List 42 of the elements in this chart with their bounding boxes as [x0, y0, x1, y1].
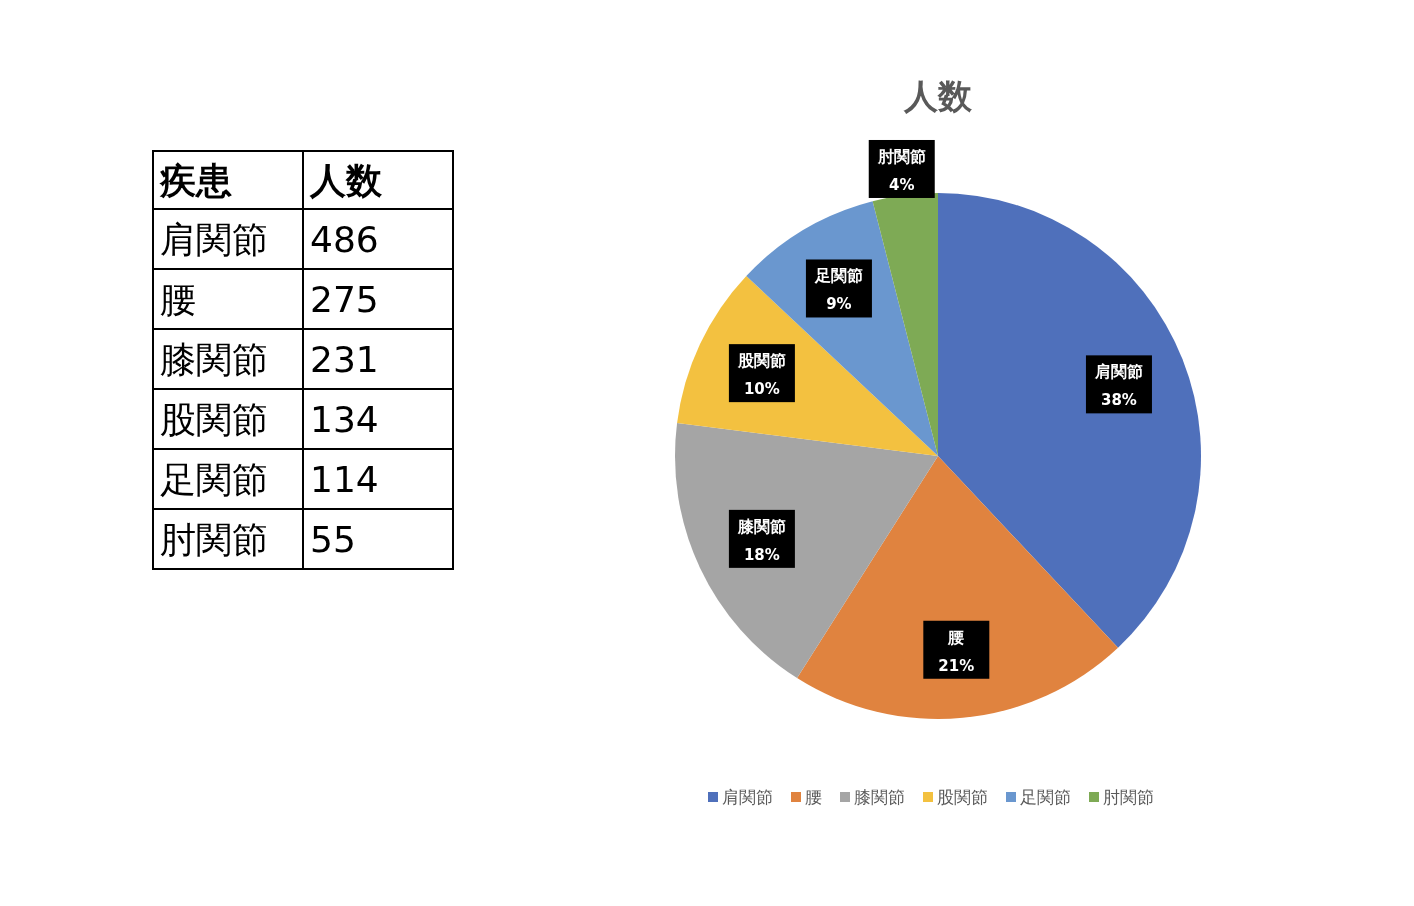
- slice-label: 肘関節: [876, 146, 926, 166]
- legend-label: 股関節: [937, 787, 988, 807]
- category-label: 膝関節: [160, 339, 268, 380]
- legend-label: 腰: [805, 787, 822, 807]
- category-label: 肘関節: [160, 519, 268, 560]
- pie-slice: [872, 193, 938, 456]
- data-label: 114: [310, 459, 379, 500]
- data-label: 486: [310, 219, 379, 260]
- label: 股関節 10%: [728, 344, 795, 403]
- pie-slice: [675, 423, 938, 679]
- label: 腰 21%: [923, 620, 990, 679]
- data-label: 231: [310, 339, 379, 380]
- data-label: 18%: [743, 545, 780, 564]
- data-label: 55: [310, 519, 356, 560]
- slice-label: 膝関節: [736, 516, 786, 536]
- label: 肩関節 38%: [1085, 355, 1152, 414]
- category-label: 肩関節: [160, 219, 268, 260]
- slice-label: 腰: [947, 627, 965, 647]
- data-label: 134: [310, 399, 379, 440]
- slice-label: 股関節: [736, 351, 786, 371]
- label: 肘関節 4%: [868, 140, 935, 198]
- chart-title: 人数: [903, 76, 973, 116]
- data-label: 275: [310, 279, 379, 320]
- legend-label: 膝関節: [854, 787, 905, 807]
- category-label: 股関節: [160, 399, 268, 440]
- label: 膝関節 18%: [728, 509, 795, 568]
- category-label: 足関節: [160, 459, 268, 500]
- data-label: 38%: [1101, 391, 1137, 410]
- data-label: 4%: [889, 175, 915, 194]
- label: 足関節 9%: [805, 259, 872, 318]
- slice-label: 肩関節: [1093, 362, 1143, 382]
- pie-slice: [797, 456, 1119, 719]
- slice-label: 足関節: [813, 266, 863, 286]
- data-label: 10%: [743, 380, 780, 399]
- pie-slice: [938, 193, 1201, 648]
- data-label: 9%: [826, 295, 852, 314]
- legend-label: 肘関節: [1103, 787, 1154, 807]
- legend-label: 足関節: [1020, 787, 1071, 807]
- data-label: 21%: [938, 656, 975, 675]
- table: 疾患 人数 肩関節 486 腰 275 膝関節 231 股関節 134 足関節 114 肘関節 55: [152, 150, 454, 570]
- category-label: 腰: [160, 279, 196, 320]
- legend-label: 肩関節: [722, 787, 773, 807]
